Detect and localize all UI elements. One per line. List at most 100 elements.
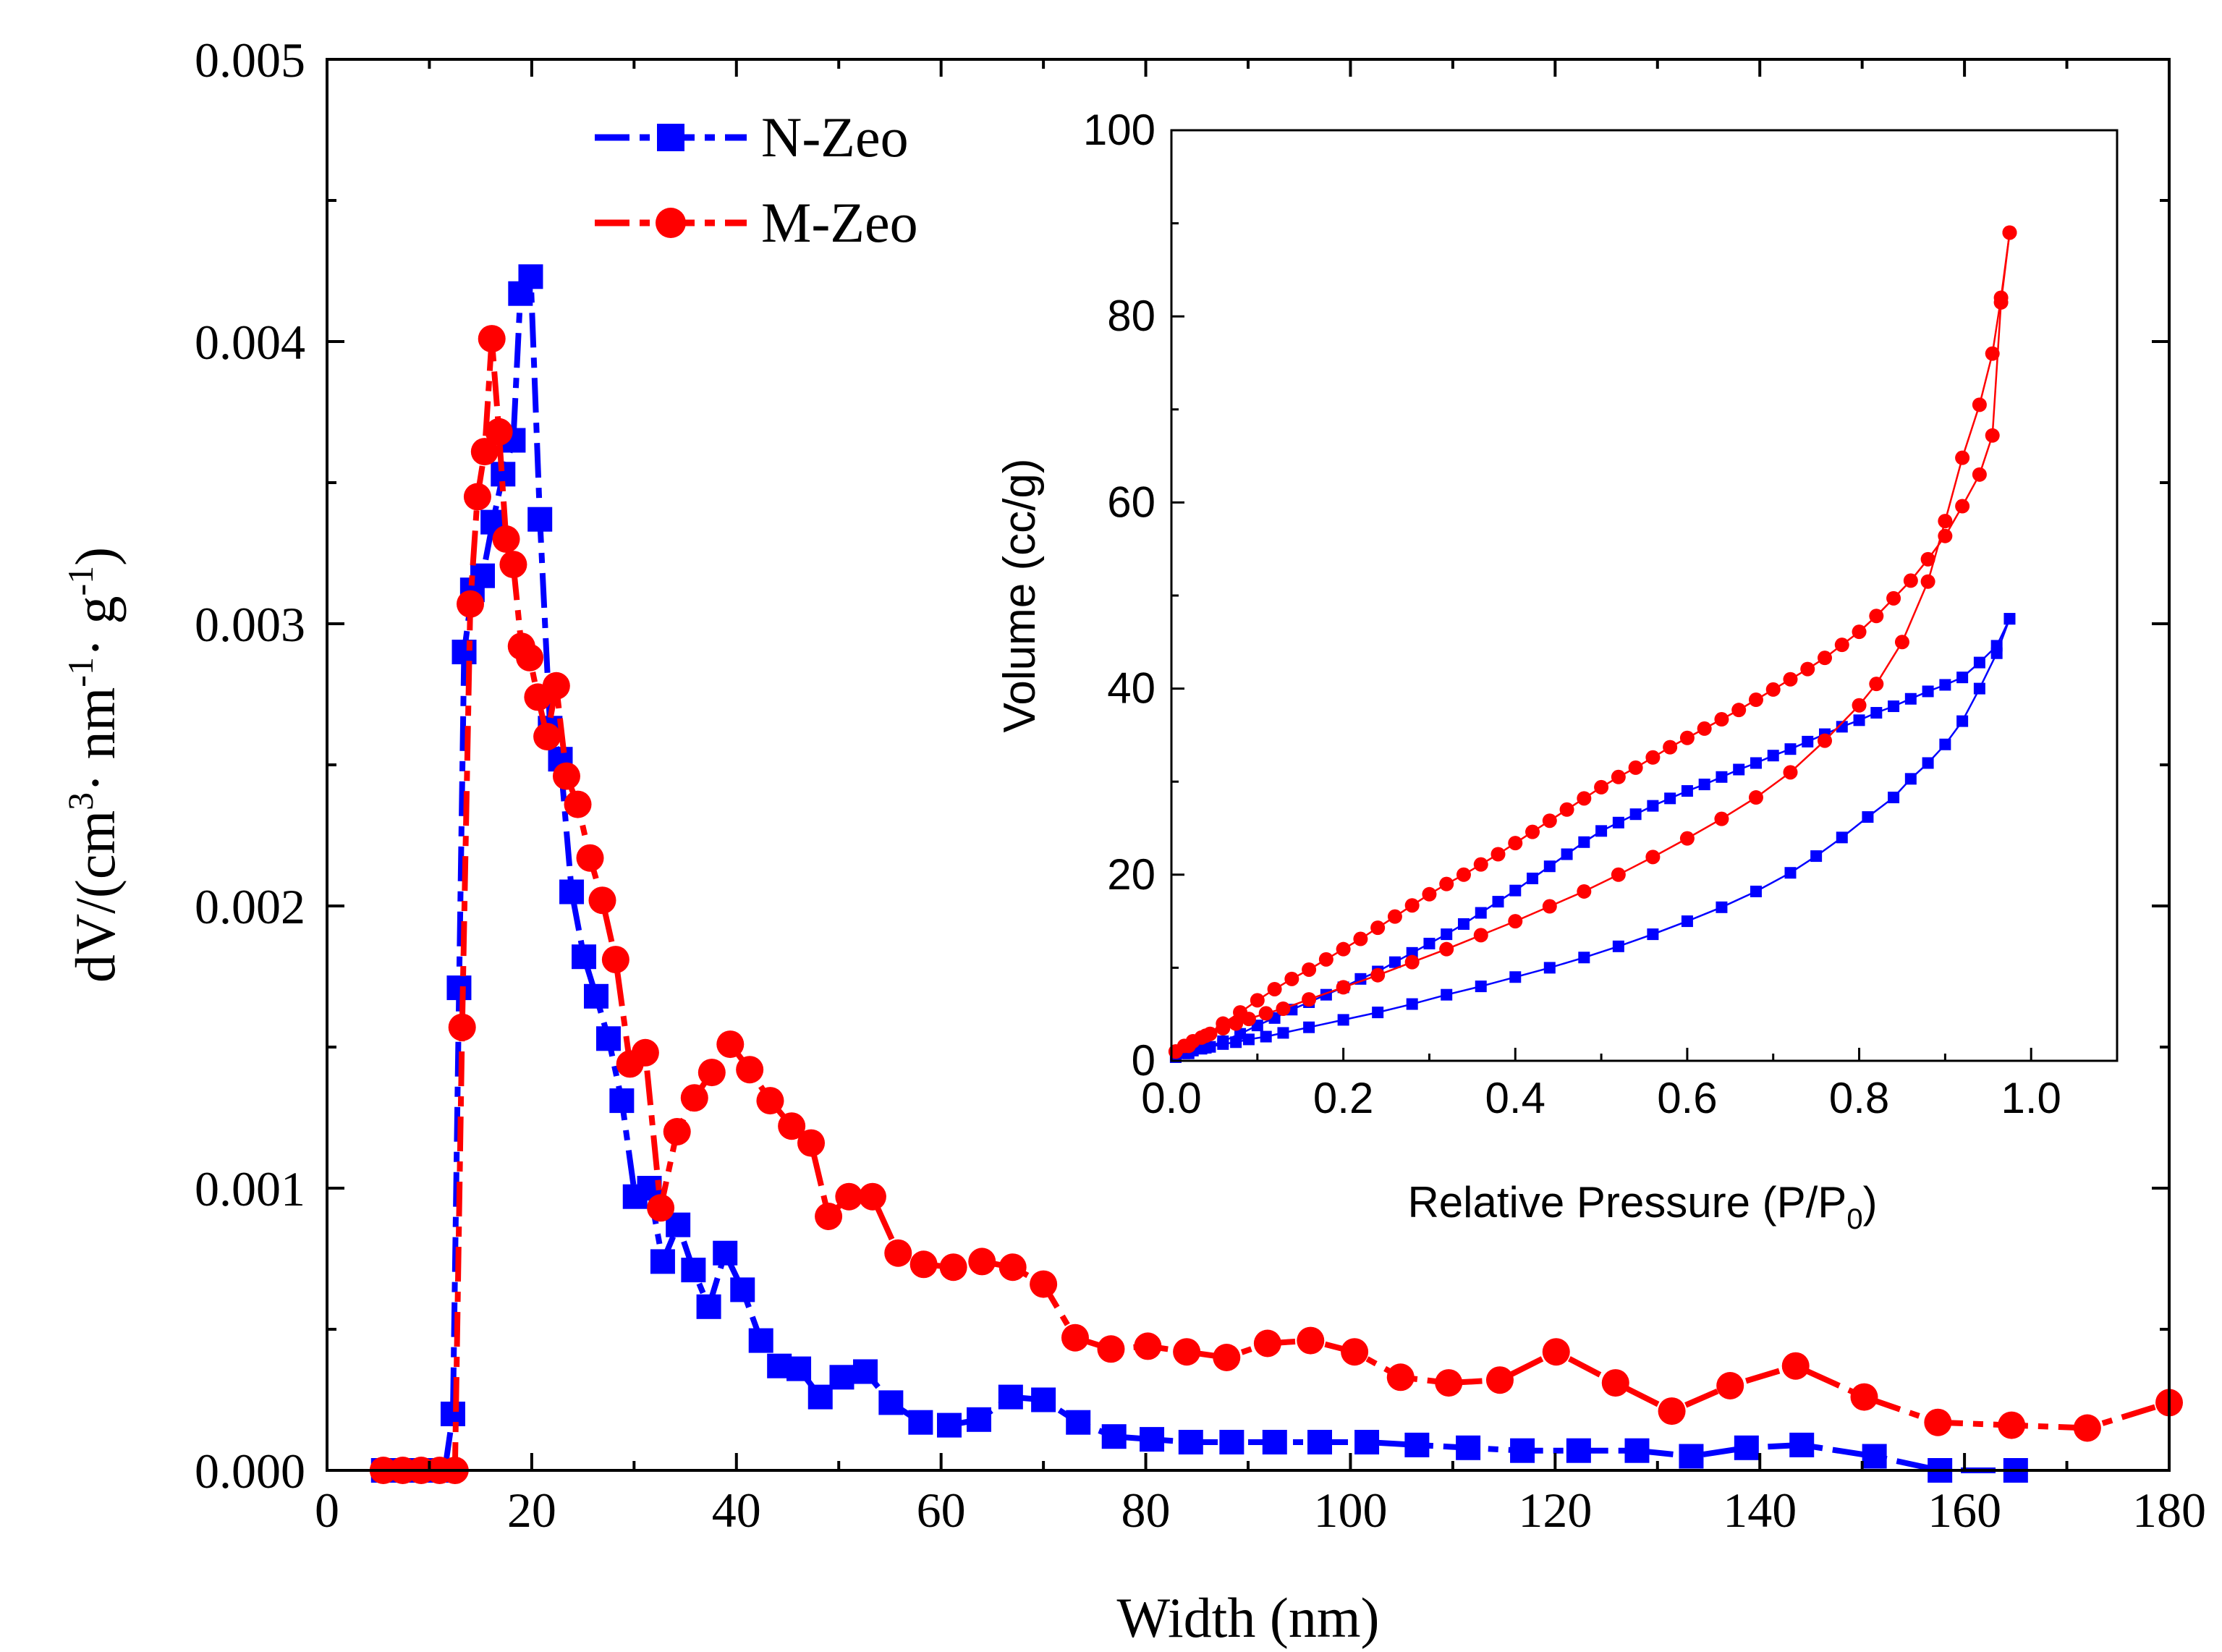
data-point-m-zeo <box>448 1013 476 1041</box>
inset-y-tick-label: 40 <box>1107 664 1155 713</box>
data-point-n-zeo <box>1031 1387 1056 1412</box>
main-y-tick-label: 0.002 <box>195 879 305 934</box>
inset-x-tick-label: 0.4 <box>1485 1074 1545 1122</box>
inset-point-n-zeo-adsorption <box>1836 831 1848 844</box>
legend-label-n-zeo: N-Zeo <box>761 106 909 169</box>
inset-series-layer <box>1168 225 2017 1063</box>
inset-point-n-zeo-desorption <box>1647 800 1659 812</box>
main-y-tick-label: 0.001 <box>195 1161 305 1216</box>
inset-point-m-zeo-adsorption <box>1439 941 1454 957</box>
data-point-m-zeo <box>909 1250 938 1279</box>
inset-point-n-zeo-desorption <box>1543 860 1556 873</box>
data-point-m-zeo <box>1716 1372 1744 1399</box>
inset-point-n-zeo-desorption <box>1973 656 1985 669</box>
inset-point-m-zeo-desorption <box>1903 573 1918 588</box>
inset-x-tick-label: 1.0 <box>2001 1074 2061 1122</box>
main-x-tick-label: 0 <box>315 1483 339 1538</box>
inset-point-m-zeo-adsorption <box>1783 765 1798 780</box>
inset-point-n-zeo-desorption <box>1423 937 1436 949</box>
inset-point-n-zeo-desorption <box>1956 672 1969 684</box>
y-label-mid-1: · nm <box>64 687 127 792</box>
data-point-m-zeo <box>756 1087 784 1115</box>
inset-point-m-zeo-adsorption <box>1852 698 1867 713</box>
inset-point-m-zeo-desorption <box>1869 609 1884 624</box>
data-point-m-zeo <box>1542 1338 1570 1366</box>
inset-axis-ticks: 0.0 0.2 0.4 0.6 0.8 1.0 0 20 40 60 80 100 <box>1083 106 2061 1122</box>
data-point-m-zeo <box>1213 1344 1241 1371</box>
data-point-m-zeo <box>697 1059 726 1087</box>
inset-point-m-zeo-adsorption <box>1577 884 1592 899</box>
y-label-prefix: dV/(cm <box>64 810 127 983</box>
inset-point-m-zeo-desorption <box>1233 1005 1248 1020</box>
inset-point-n-zeo-desorption <box>1802 735 1814 747</box>
data-point-n-zeo <box>967 1407 992 1432</box>
data-point-n-zeo <box>1862 1444 1887 1469</box>
data-point-n-zeo <box>609 1088 635 1114</box>
inset-point-n-zeo-desorption <box>1388 956 1401 968</box>
inset-point-n-zeo-adsorption <box>1647 928 1659 941</box>
data-point-m-zeo <box>647 1194 675 1222</box>
data-point-m-zeo <box>516 643 544 672</box>
inset-point-m-zeo-desorption <box>1387 909 1402 924</box>
data-point-n-zeo <box>786 1356 812 1381</box>
data-point-n-zeo <box>595 1026 621 1051</box>
inset-point-n-zeo-desorption <box>1475 907 1487 919</box>
inset-point-m-zeo-desorption <box>1577 791 1592 806</box>
inset-point-m-zeo-adsorption <box>1302 992 1317 1007</box>
inset-point-m-zeo-desorption <box>1765 682 1781 697</box>
main-x-tick-label: 80 <box>1121 1483 1171 1538</box>
inset-point-m-zeo-desorption <box>1284 971 1299 986</box>
inset-point-m-zeo-desorption <box>1594 779 1609 795</box>
inset-x-tick-label: 0.8 <box>1829 1074 1889 1122</box>
data-point-m-zeo <box>835 1182 863 1211</box>
inset-y-tick-label: 80 <box>1107 292 1155 340</box>
data-point-n-zeo <box>730 1277 755 1302</box>
data-point-n-zeo <box>1566 1438 1591 1463</box>
data-point-m-zeo <box>1386 1363 1415 1392</box>
inset-point-m-zeo-desorption <box>1628 760 1643 775</box>
main-y-axis-label: dV/(cm3· nm-1· g-1) <box>60 547 127 983</box>
inset-point-n-zeo-desorption <box>1836 721 1848 733</box>
inset-point-n-zeo-desorption <box>1217 1035 1229 1047</box>
data-point-m-zeo <box>485 418 513 446</box>
data-point-m-zeo <box>492 525 520 553</box>
inset-point-m-zeo-adsorption <box>1258 1006 1273 1021</box>
data-point-n-zeo <box>998 1384 1023 1410</box>
inset-point-n-zeo-desorption <box>1990 640 2003 652</box>
y-label-sup-1: 3 <box>60 792 101 810</box>
inset-point-n-zeo-desorption <box>1441 928 1453 941</box>
data-point-m-zeo <box>1485 1366 1514 1394</box>
inset-point-n-zeo-adsorption <box>1578 952 1590 964</box>
data-point-m-zeo <box>736 1056 764 1084</box>
inset-point-m-zeo-desorption <box>1422 886 1437 902</box>
data-point-m-zeo <box>542 672 570 700</box>
inset-point-n-zeo-desorption <box>1922 685 1934 698</box>
inset-point-m-zeo-adsorption <box>1508 914 1523 929</box>
data-point-n-zeo <box>1101 1424 1127 1449</box>
data-point-m-zeo <box>939 1253 967 1282</box>
inset-point-n-zeo-desorption <box>1939 679 1951 691</box>
inset-point-n-zeo-adsorption <box>1406 998 1418 1010</box>
inset-point-n-zeo-adsorption <box>1509 971 1522 983</box>
inset-point-m-zeo-adsorption <box>1938 514 1953 529</box>
inset-point-m-zeo-desorption <box>1404 898 1420 913</box>
inset-y-tick-label: 100 <box>1083 106 1155 154</box>
inset-point-n-zeo-desorption <box>1561 848 1573 860</box>
inset-chart: 0.0 0.2 0.4 0.6 0.8 1.0 0 20 40 60 80 100 Relative … <box>995 106 2119 1235</box>
data-point-m-zeo <box>1781 1352 1810 1380</box>
inset-point-m-zeo-desorption <box>1818 651 1833 666</box>
inset-point-n-zeo-adsorption <box>1888 792 1900 804</box>
inset-y-tick-label: 0 <box>1132 1036 1155 1085</box>
inset-point-n-zeo-adsorption <box>1277 1027 1289 1039</box>
inset-point-n-zeo-desorption <box>1733 763 1745 776</box>
data-point-m-zeo <box>968 1248 996 1276</box>
data-point-n-zeo <box>908 1410 933 1435</box>
legend-entry-n-zeo: N-Zeo <box>595 106 909 169</box>
inset-point-n-zeo-desorption <box>1457 918 1470 930</box>
inset-point-m-zeo-desorption <box>1886 590 1901 606</box>
inset-point-m-zeo-desorption <box>1456 867 1471 882</box>
main-y-tick-label: 0.004 <box>195 315 305 370</box>
main-x-tick-label: 100 <box>1313 1483 1387 1538</box>
data-point-m-zeo <box>1173 1338 1201 1366</box>
data-point-m-zeo <box>1435 1369 1463 1397</box>
